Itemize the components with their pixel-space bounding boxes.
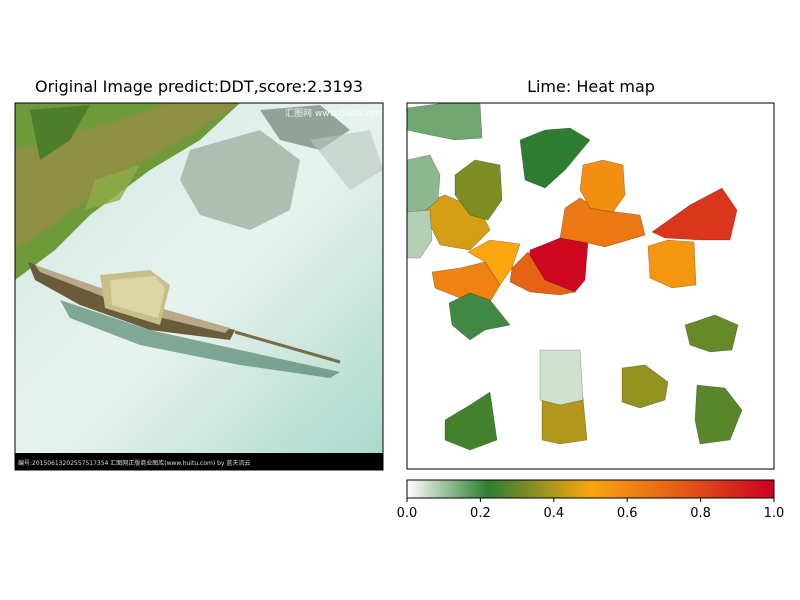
heatmap-region-mid-3 (467, 239, 521, 286)
heatmap-region-low-4 (444, 391, 498, 451)
original-photo: 汇图网 www.huitu.com 编号:2015061320255751735… (15, 103, 384, 470)
heatmap-region-low-3 (694, 384, 743, 445)
colorbar-ticks: 0.0 0.2 0.4 0.6 0.8 1.0 (397, 498, 785, 521)
heatmap-title: Lime: Heat map (527, 77, 655, 96)
colorbar-tick-label: 1.0 (764, 506, 785, 521)
reflection (180, 130, 300, 230)
heatmap-axes-frame (406, 102, 775, 470)
boat-oar (234, 330, 341, 364)
caption-bar (15, 453, 383, 470)
colorbar-tick-label: 0.0 (397, 506, 418, 521)
watermark-text: 汇图网 www.huitu.com (285, 108, 384, 119)
heatmap-plot (407, 103, 774, 469)
colorbar-frame (406, 479, 775, 499)
boat-shadow (60, 300, 340, 378)
left-axes-frame (14, 102, 384, 471)
heatmap-region-mid-2 (647, 239, 697, 289)
caption-text: 编号:20150613202557517354 汇图网正版商业图库(www.hu… (18, 459, 250, 467)
colorbar-tick-label: 0.8 (690, 506, 711, 521)
colorbar-tick-label: 0.2 (470, 506, 491, 521)
heatmap-region-low-1 (454, 159, 503, 221)
heatmap-region-faint-4 (539, 349, 584, 406)
colorbar-tick-label: 0.4 (543, 506, 564, 521)
heatmap-region-high-2 (509, 251, 577, 296)
heatmap-region-faint-2 (407, 154, 441, 216)
heatmap-region-faint-1 (407, 103, 483, 141)
heatmap-region-low-2 (684, 314, 739, 353)
heatmap-region-low-5 (519, 127, 591, 189)
heatmap-region-mid-5 (541, 397, 588, 445)
colorbar (407, 480, 774, 498)
heatmap-region-faint-3 (407, 209, 433, 259)
heatmap-region-low-6 (448, 292, 511, 341)
original-image-title: Original Image predict:DDT,score:2.3193 (34, 77, 364, 96)
heatmap-region-high-4 (431, 261, 501, 303)
colorbar-tick-label: 0.6 (617, 506, 638, 521)
heatmap-region-high-1 (651, 187, 738, 241)
heatmap-region-mid-6 (621, 364, 669, 409)
heatmap-region-mid-1 (579, 159, 626, 213)
